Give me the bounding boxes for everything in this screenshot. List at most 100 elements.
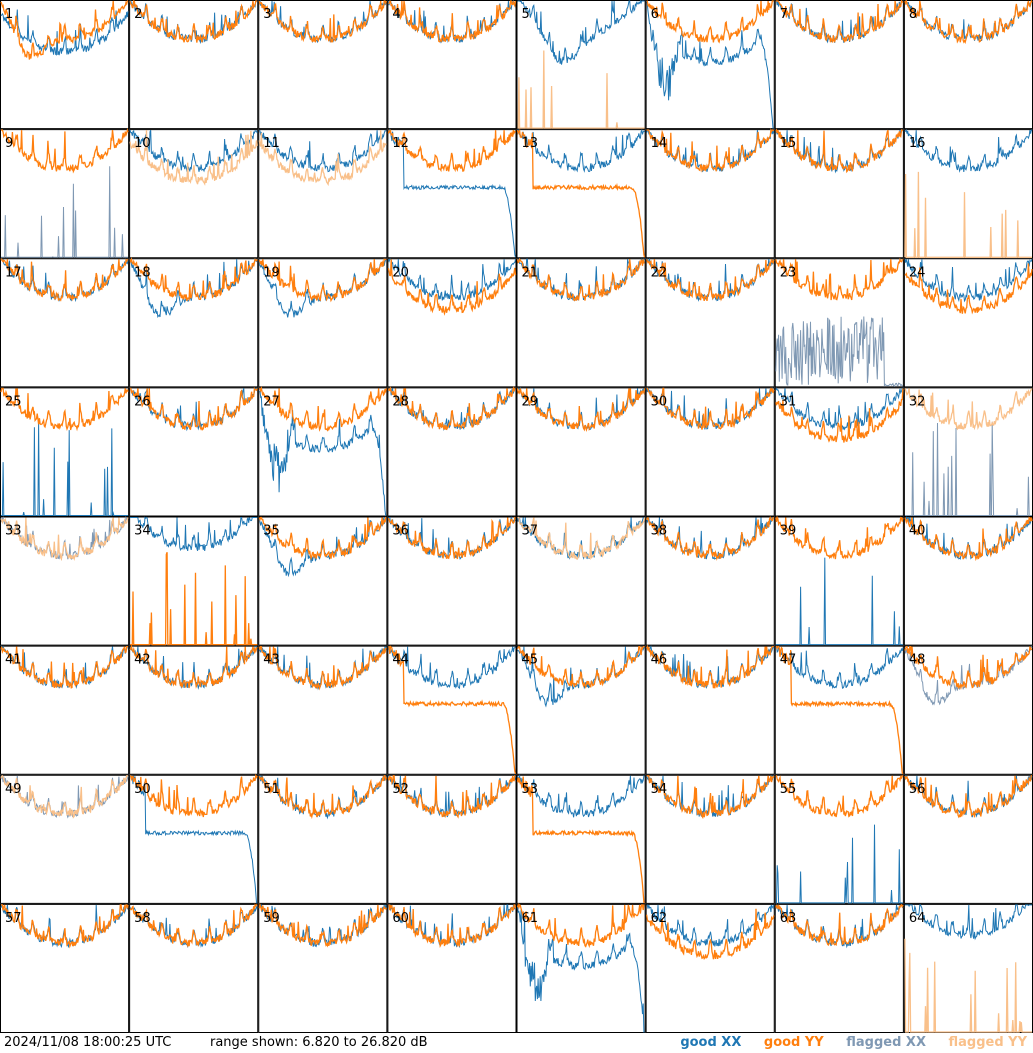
tile-panel-30: 30 <box>645 386 775 517</box>
tile-label-47: 47 <box>780 653 797 668</box>
tile-label-55: 55 <box>780 782 797 797</box>
tile-panel-35: 35 <box>258 516 388 646</box>
tile-label-11: 11 <box>263 136 280 151</box>
tile-panel-17: 17 <box>0 258 130 388</box>
yy-series-tile-10 <box>129 130 258 186</box>
tile-label-64: 64 <box>909 911 926 926</box>
tile-label-15: 15 <box>780 136 797 151</box>
tile-label-17: 17 <box>5 265 22 280</box>
yy-series-tile-54 <box>646 775 775 820</box>
yy-series-tile-3 <box>258 0 388 43</box>
yy-series-tile-38 <box>645 515 774 561</box>
tile-label-57: 57 <box>5 911 22 926</box>
tile-label-60: 60 <box>392 911 409 926</box>
yy-series-tile-64 <box>904 938 1032 1033</box>
tile-label-59: 59 <box>263 911 280 926</box>
tile-panel-59: 59 <box>258 902 388 1033</box>
tile-frame-24 <box>903 258 1033 388</box>
yy-series-tile-52 <box>387 775 516 819</box>
yy-series-tile-61 <box>516 902 645 949</box>
tile-panel-38: 38 <box>645 515 775 646</box>
yy-series-tile-53 <box>516 776 645 904</box>
xx-series-tile-24 <box>904 259 1033 303</box>
tile-panel-63: 63 <box>774 903 904 1033</box>
yy-series-tile-50 <box>130 773 258 818</box>
yy-series-tile-26 <box>130 386 258 431</box>
yy-series-tile-2 <box>129 0 258 43</box>
tile-frame-11 <box>258 129 388 259</box>
yy-series-tile-24 <box>904 263 1033 315</box>
xx-series-tile-32 <box>904 421 1032 516</box>
tile-label-37: 37 <box>522 524 539 539</box>
xx-series-tile-39 <box>775 557 903 646</box>
yy-series-tile-58 <box>129 903 258 948</box>
tile-label-51: 51 <box>263 782 280 797</box>
xx-series-tile-37 <box>517 516 645 560</box>
tile-panel-64: 64 <box>903 903 1033 1033</box>
xx-series-tile-47 <box>775 645 904 690</box>
tile-panel-6: 6 <box>645 0 775 130</box>
yy-series-tile-19 <box>258 258 387 303</box>
tile-panel-53: 53 <box>516 773 646 904</box>
tile-label-49: 49 <box>5 782 22 797</box>
tile-panel-58: 58 <box>129 903 259 1033</box>
xx-series-tile-44 <box>388 646 516 690</box>
tile-panel-48: 48 <box>903 645 1033 775</box>
yy-series-tile-42 <box>129 644 258 689</box>
tile-label-8: 8 <box>909 7 917 22</box>
tile-panel-26: 26 <box>129 386 259 517</box>
xx-series-tile-50 <box>130 775 258 904</box>
tile-panel-51: 51 <box>258 774 388 904</box>
tile-label-20: 20 <box>392 265 409 280</box>
yy-series-tile-47 <box>775 645 904 775</box>
tile-label-43: 43 <box>263 653 280 668</box>
tile-label-56: 56 <box>909 782 926 797</box>
tile-panel-20: 20 <box>387 258 517 388</box>
yy-series-tile-34 <box>130 551 258 646</box>
tile-panel-50: 50 <box>129 773 259 904</box>
tile-panel-34: 34 <box>129 516 259 646</box>
tile-label-23: 23 <box>780 265 797 280</box>
yy-series-tile-63 <box>775 903 904 947</box>
tile-label-22: 22 <box>651 265 668 280</box>
tile-panel-56: 56 <box>903 774 1033 904</box>
tile-panel-21: 21 <box>516 258 646 388</box>
tile-label-44: 44 <box>392 653 409 668</box>
yy-series-tile-16 <box>904 171 1032 258</box>
tile-frame-6 <box>645 0 775 130</box>
tile-panel-39: 39 <box>774 515 904 646</box>
tile-panel-15: 15 <box>774 128 904 259</box>
timestamp-label: 2024/11/08 18:00:25 UTC <box>4 1035 172 1050</box>
tile-panel-2: 2 <box>129 0 259 130</box>
yy-series-tile-48 <box>904 645 1033 690</box>
yy-series-tile-55 <box>775 774 904 818</box>
tile-panel-62: 62 <box>645 903 775 1033</box>
xx-series-tile-53 <box>517 773 645 818</box>
yy-series-tile-20 <box>387 259 517 316</box>
legend-good-yy: good YY <box>763 1035 824 1050</box>
tile-label-28: 28 <box>392 394 409 409</box>
tile-frame-21 <box>516 258 646 388</box>
tile-panel-16: 16 <box>903 129 1033 259</box>
xx-series-tile-12 <box>387 128 516 258</box>
yy-series-tile-9 <box>1 127 129 174</box>
tile-frame-5 <box>516 0 646 130</box>
xx-series-tile-61 <box>517 905 645 1033</box>
tile-label-3: 3 <box>263 7 271 22</box>
tile-label-45: 45 <box>522 653 539 668</box>
yy-series-tile-15 <box>775 128 904 174</box>
xx-series-tile-27 <box>259 390 387 516</box>
xx-series-tile-25 <box>1 422 129 516</box>
tile-panel-1: 1 <box>0 0 130 130</box>
tile-panel-11: 11 <box>258 129 388 259</box>
tile-panel-7: 7 <box>774 0 904 130</box>
tile-label-38: 38 <box>651 524 668 539</box>
xx-series-tile-9 <box>1 166 129 258</box>
yy-series-tile-32 <box>904 388 1033 431</box>
xx-series-tile-6 <box>646 0 774 129</box>
tile-frame-53 <box>516 774 646 904</box>
xx-series-tile-1 <box>0 9 129 56</box>
tile-label-7: 7 <box>780 7 788 22</box>
tile-panel-25: 25 <box>0 387 130 517</box>
tile-panel-28: 28 <box>387 386 517 517</box>
